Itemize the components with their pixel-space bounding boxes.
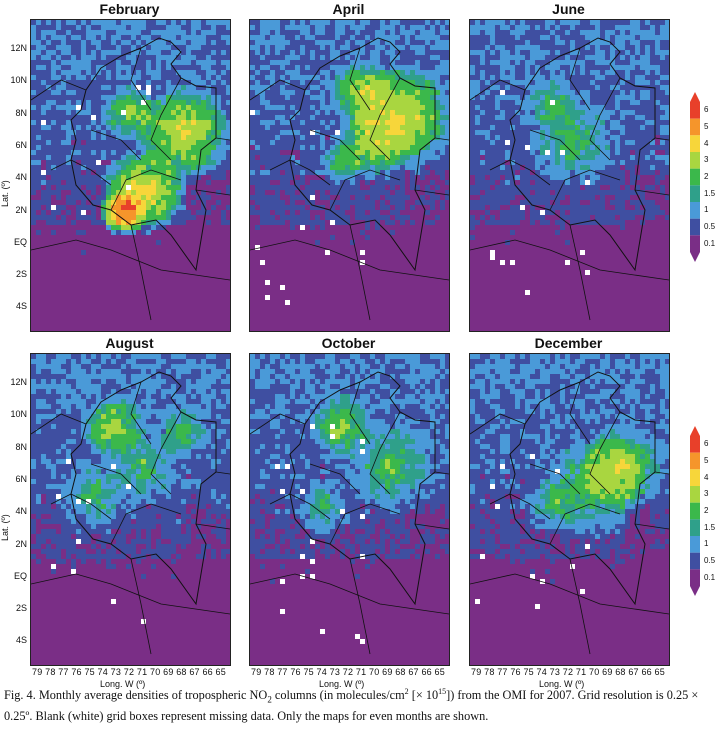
x-tick-labels: 79 78 77 76 75 74 73 72 71 70 69 68 67 6… [471,667,665,677]
y-tick-label: 4N [15,506,27,517]
panel-title: April [332,1,365,17]
no2-heatmap [249,353,450,666]
colorbar-min-arrow [690,586,700,596]
y-tick-label: 8N [15,107,27,118]
colorbar-swatch [690,118,700,136]
y-tick-label: 10N [10,75,27,86]
country-borders [250,37,449,321]
colorbar-label: 6 [704,105,709,115]
colorbar-label: 1 [704,539,709,549]
y-tick-label: 6N [15,473,27,484]
colorbar-swatch [690,552,700,570]
colorbar-label: 2 [704,506,709,515]
colorbar-swatch [690,436,700,453]
y-tick-label: 2N [15,204,27,215]
panel-title: August [105,335,154,351]
x-axis-label: Long. W (º) [100,679,146,689]
y-tick-label: 2S [15,269,27,280]
colorbar-swatch [690,185,700,202]
country-borders [250,371,449,655]
colorbar-swatch [690,168,700,186]
no2-heatmap [30,19,231,332]
colorbar-label: 4 [704,138,709,148]
colorbar-min-arrow [690,252,700,262]
figure-caption: Fig. 4. Monthly average densities of tro… [4,687,699,723]
y-tick-label: EQ [13,570,27,581]
colorbar-swatch [690,152,700,169]
y-tick-label: 12N [10,43,27,53]
colorbar-label: 1.5 [704,188,716,198]
x-tick-labels: 79 78 77 76 75 74 73 72 71 70 69 68 67 6… [251,667,445,677]
colorbar-label: 0.1 [704,238,716,248]
colorbar-label: 3 [704,489,709,499]
colorbar-swatch [690,502,700,520]
colorbar-label: 6 [704,439,709,449]
panel-title: June [552,1,585,17]
colorbar-max-arrow [690,426,700,436]
y-tick-label: 10N [10,409,27,420]
colorbar-swatch [690,102,700,119]
no2-heatmap [249,19,450,332]
panel-title: December [534,335,603,351]
colorbar-label: 3 [704,155,709,165]
y-tick-label: 4N [15,172,27,183]
colorbar-swatch [690,569,700,586]
colorbar-swatch [690,218,700,236]
country-borders [31,371,230,655]
no2-heatmap [30,353,231,666]
colorbar-label: 0.5 [704,222,716,231]
y-tick-label: 12N [10,377,27,387]
y-tick-label: 2N [15,538,27,549]
colorbar-label: 1 [704,205,709,215]
x-tick-labels: 79 78 77 76 75 74 73 72 71 70 69 68 67 6… [32,667,226,677]
y-tick-label: EQ [13,236,27,247]
panel-title: February [99,1,160,17]
no2-heatmap [469,353,670,666]
y-tick-label: 8N [15,441,27,452]
colorbar-label: 1.5 [704,522,716,532]
colorbar-label: 4 [704,472,709,482]
x-axis-label: Long. W (º) [319,679,365,689]
colorbar-label: 0.5 [704,556,716,565]
y-tick-label: 6N [15,139,27,150]
colorbar-swatch [690,135,700,152]
colorbar-swatch [690,536,700,553]
no2-heatmap [469,19,670,332]
country-borders [31,37,230,321]
y-axis-label: Lat. (º) [0,180,10,207]
colorbar-top: 6 5 4 3 2 1.5 1 0.5 0.1 [688,92,718,262]
colorbar-label: 5 [704,122,709,131]
country-borders [470,371,669,655]
y-tick-label: 4S [15,635,27,646]
y-tick-label: 4S [15,301,27,312]
colorbar-max-arrow [690,92,700,102]
panel-title: October [321,335,376,351]
colorbar-label: 2 [704,172,709,181]
colorbar-swatch [690,235,700,252]
colorbar-bottom: 6 5 4 3 2 1.5 1 0.5 0.1 [688,426,718,596]
y-axis-label: Lat. (º) [0,514,10,541]
colorbar-swatch [690,202,700,219]
colorbar-swatch [690,452,700,470]
colorbar-label: 5 [704,456,709,465]
colorbar-swatch [690,469,700,486]
colorbar-swatch [690,486,700,503]
colorbar-label: 0.1 [704,572,716,582]
colorbar-swatch [690,519,700,536]
y-tick-label: 2S [15,603,27,614]
x-axis-label: Long. W (º) [539,679,585,689]
country-borders [470,37,669,321]
